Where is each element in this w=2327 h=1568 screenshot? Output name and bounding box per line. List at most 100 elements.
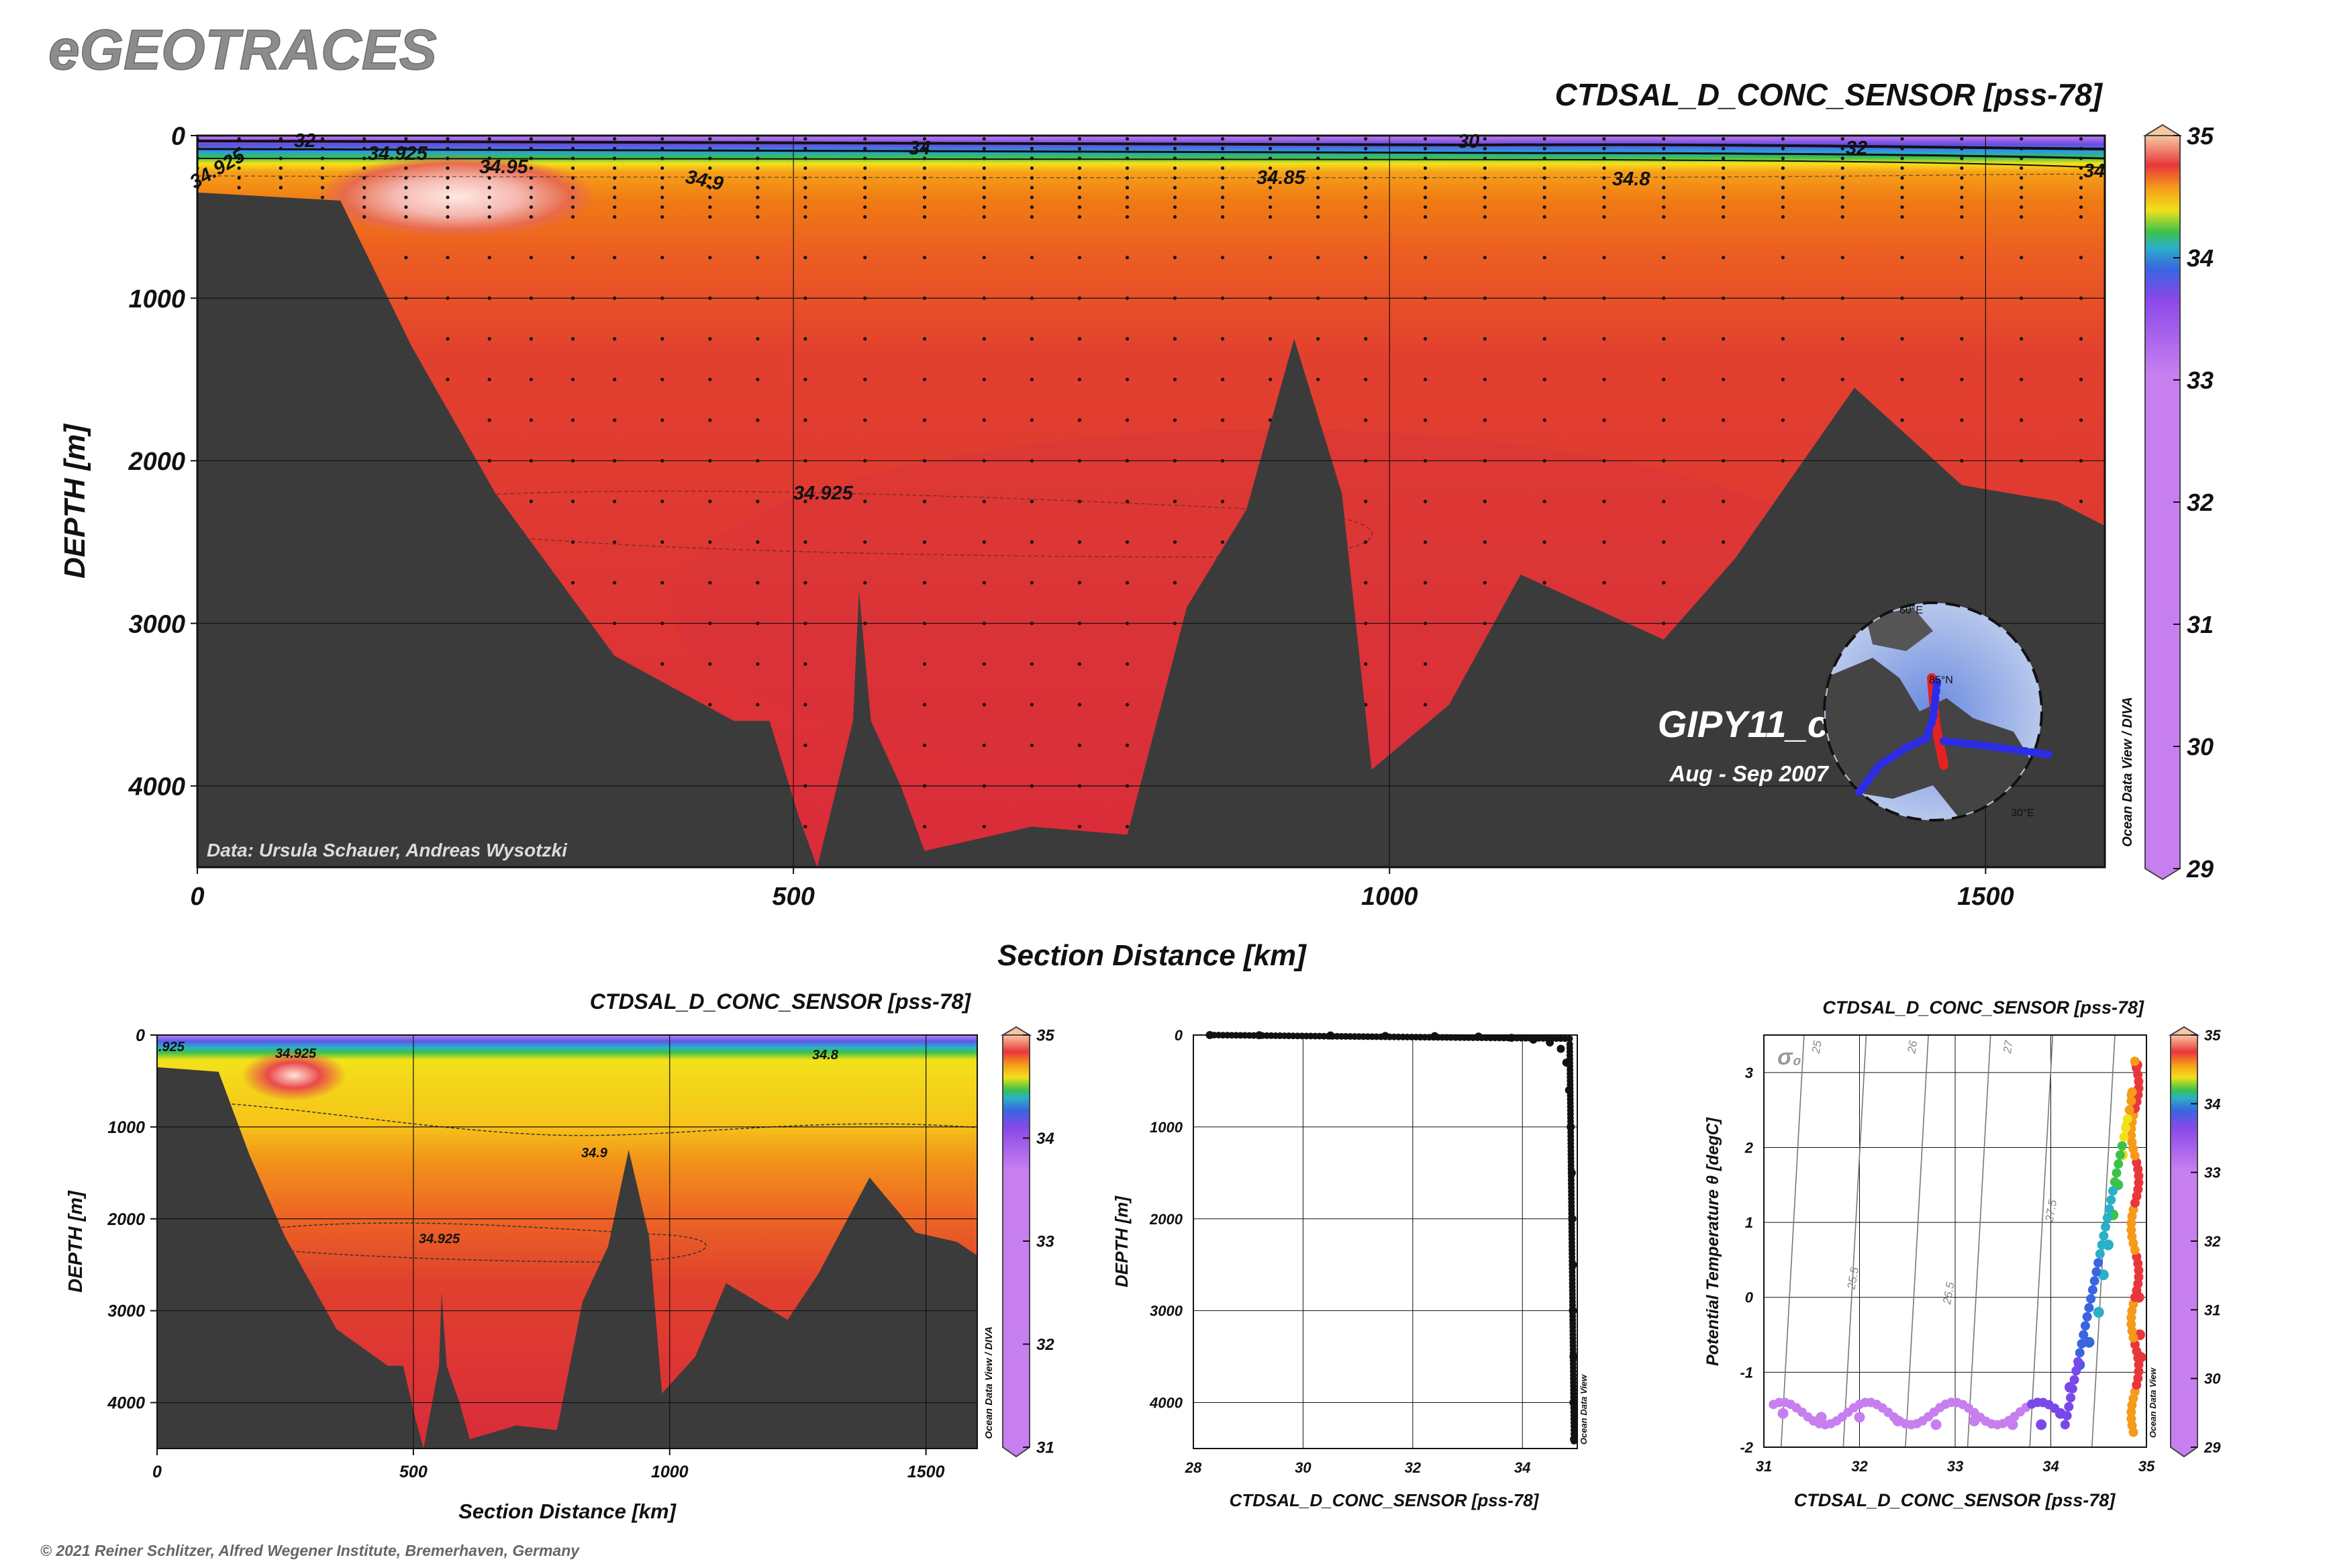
y-tick-label: 0 — [1745, 1289, 1754, 1306]
station-dot — [708, 195, 712, 199]
isopycnal-label: 25.5 — [1844, 1266, 1861, 1291]
station-dot — [1840, 137, 1844, 141]
station-dot — [1269, 166, 1273, 170]
station-dot — [320, 195, 325, 199]
station-dot — [922, 337, 927, 341]
station-dot — [1602, 166, 1606, 170]
station-dot — [1662, 581, 1666, 585]
station-dot — [756, 205, 760, 209]
station-dot — [529, 185, 533, 190]
station-dot — [982, 156, 986, 160]
station-dot — [1125, 824, 1130, 829]
colorbar-tick-label: 35 — [2187, 122, 2214, 150]
station-dot — [1316, 377, 1320, 381]
isopycnal-label: 26.5 — [1940, 1281, 1957, 1306]
station-dot — [2079, 166, 2083, 170]
station-dot — [1269, 337, 1273, 341]
station-dot — [1602, 195, 1606, 199]
station-dot — [404, 205, 408, 209]
station-dot — [1269, 137, 1273, 141]
station-dot — [1173, 215, 1177, 219]
contour-label: 30 — [1458, 131, 1479, 152]
station-dot — [1030, 205, 1034, 209]
contour-label: .925 — [158, 1040, 185, 1055]
station-dot — [279, 166, 283, 170]
x-tick-label: 1500 — [1957, 883, 2014, 911]
station-dot — [1077, 662, 1082, 666]
station-dot — [1602, 256, 1606, 260]
station-dot — [1722, 185, 1726, 190]
station-dot — [1722, 256, 1726, 260]
station-dot — [1662, 185, 1666, 190]
station-dot — [708, 185, 712, 190]
x-tick-label: 500 — [399, 1463, 428, 1481]
station-dot — [660, 256, 664, 260]
station-dot — [404, 146, 408, 150]
x-tick-label: 1000 — [1361, 883, 1418, 911]
station-dot — [1077, 581, 1082, 585]
station-dot — [1542, 166, 1546, 170]
station-dot — [1840, 337, 1844, 341]
ts-x-label: CTDSAL_D_CONC_SENSOR [pss-78] — [1794, 1490, 2116, 1510]
station-dot — [1077, 205, 1082, 209]
x-tick-label: 0 — [152, 1463, 162, 1481]
station-dot — [1423, 146, 1428, 150]
station-dot — [863, 195, 867, 199]
contour-label: 34.925 — [419, 1232, 460, 1246]
station-dot — [660, 377, 664, 381]
main-atlantic-core — [315, 155, 597, 238]
station-dot — [320, 146, 325, 150]
station-dot — [571, 185, 575, 190]
station-dot — [1364, 215, 1368, 219]
map-label: 60°E — [1899, 605, 1923, 616]
station-dot — [660, 146, 664, 150]
station-dot — [362, 215, 366, 219]
station-dot — [922, 195, 927, 199]
station-dot — [2020, 176, 2024, 180]
y-tick-label: 1000 — [107, 1118, 145, 1137]
ts-point — [2134, 1367, 2144, 1377]
station-dot — [1125, 185, 1130, 190]
ts-point — [2124, 1105, 2134, 1115]
station-dot — [803, 337, 807, 341]
station-dot — [708, 215, 712, 219]
ts-point — [2036, 1419, 2047, 1430]
station-dot — [1030, 166, 1034, 170]
contour-label: 34.85 — [1256, 167, 1305, 189]
station-dot — [1662, 418, 1666, 422]
station-dot — [613, 166, 617, 170]
cruise-period: Aug - Sep 2007 — [1669, 761, 1829, 786]
profile-point — [1571, 1438, 1578, 1445]
station-dot — [1781, 195, 1785, 199]
station-dot — [1781, 146, 1785, 150]
colorbar-tick-label: 30 — [2187, 733, 2214, 761]
y-tick-label: 3 — [1745, 1065, 1753, 1081]
station-dot — [1030, 662, 1034, 666]
station-dot — [446, 377, 450, 381]
station-dot — [279, 156, 283, 160]
station-dot — [1077, 256, 1082, 260]
contour-label: 34 — [2083, 160, 2105, 182]
station-dot — [1423, 256, 1428, 260]
station-dot — [613, 156, 617, 160]
station-dot — [1077, 499, 1082, 503]
ts-point — [2069, 1375, 2079, 1385]
station-dot — [1077, 146, 1082, 150]
station-dot — [404, 137, 408, 141]
ts-point — [2062, 1411, 2072, 1421]
station-dot — [708, 418, 712, 422]
station-dot — [1602, 156, 1606, 160]
small-atlantic-core — [242, 1050, 346, 1101]
station-dot — [1077, 166, 1082, 170]
ts-point — [2083, 1336, 2095, 1348]
station-dot — [708, 499, 712, 503]
small-x-axis: 0 500 1000 1500 — [152, 1449, 945, 1481]
y-tick-label: 3000 — [1150, 1303, 1183, 1320]
station-dot — [1542, 205, 1546, 209]
station-dot — [863, 146, 867, 150]
station-dot — [982, 185, 986, 190]
station-dot — [362, 195, 366, 199]
main-y-axis: 0 1000 2000 3000 4000 — [128, 123, 197, 801]
station-dot — [1483, 418, 1487, 422]
station-dot — [1316, 185, 1320, 190]
